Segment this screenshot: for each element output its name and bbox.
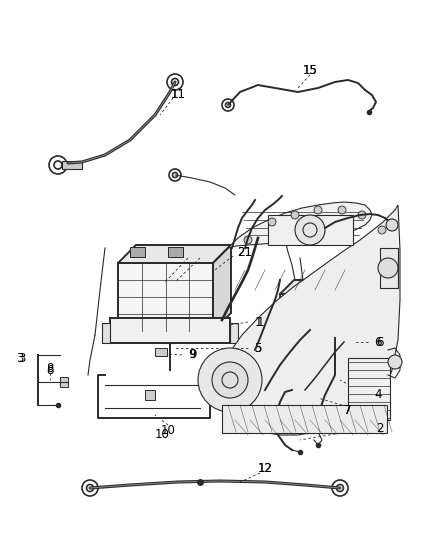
Bar — [62, 161, 82, 169]
Text: 15: 15 — [303, 63, 318, 77]
Bar — [118, 263, 213, 331]
Polygon shape — [218, 205, 400, 435]
Text: 12: 12 — [258, 462, 272, 474]
Bar — [268, 215, 353, 245]
Text: 8: 8 — [46, 361, 54, 375]
Circle shape — [268, 218, 276, 226]
Bar — [230, 323, 238, 343]
Text: 21: 21 — [237, 246, 252, 259]
Text: 21: 21 — [237, 246, 252, 259]
Bar — [155, 348, 167, 356]
Circle shape — [295, 215, 325, 245]
Text: 3: 3 — [18, 351, 26, 365]
Text: 11: 11 — [170, 88, 186, 101]
Circle shape — [314, 206, 322, 214]
Text: 5: 5 — [254, 342, 261, 354]
Text: 10: 10 — [155, 429, 170, 441]
Text: 4: 4 — [374, 389, 382, 401]
Circle shape — [198, 348, 262, 412]
Bar — [222, 405, 387, 433]
Text: 6: 6 — [374, 335, 382, 349]
Bar — [130, 247, 145, 257]
Text: 7: 7 — [344, 403, 352, 416]
Polygon shape — [280, 280, 369, 294]
Text: 5: 5 — [254, 342, 261, 354]
Text: 4: 4 — [374, 389, 382, 401]
Text: 3: 3 — [16, 351, 24, 365]
Bar — [102, 323, 110, 343]
Text: 9: 9 — [189, 348, 197, 360]
Bar — [380, 248, 398, 288]
Bar — [348, 358, 390, 420]
Text: 1: 1 — [254, 316, 262, 328]
Text: 2: 2 — [376, 422, 384, 434]
Text: 1: 1 — [256, 316, 264, 328]
Text: 15: 15 — [303, 63, 318, 77]
Polygon shape — [228, 202, 372, 248]
Circle shape — [212, 362, 248, 398]
Bar — [110, 318, 230, 343]
Circle shape — [378, 226, 386, 234]
Bar — [168, 247, 183, 257]
Text: 12: 12 — [258, 462, 272, 474]
Bar — [60, 377, 68, 387]
Circle shape — [244, 236, 252, 244]
Circle shape — [386, 219, 398, 231]
Text: 9: 9 — [188, 349, 196, 361]
Circle shape — [378, 258, 398, 278]
Text: 11: 11 — [170, 88, 186, 101]
Polygon shape — [213, 245, 231, 331]
Circle shape — [291, 211, 299, 219]
Bar — [280, 294, 355, 354]
Text: 2: 2 — [376, 422, 384, 434]
Circle shape — [358, 211, 366, 219]
Circle shape — [338, 206, 346, 214]
Polygon shape — [118, 245, 231, 263]
Circle shape — [388, 355, 402, 369]
Text: 10: 10 — [161, 424, 176, 437]
Text: 6: 6 — [376, 335, 384, 349]
Text: 7: 7 — [344, 403, 352, 416]
Text: 8: 8 — [46, 364, 54, 376]
Bar — [145, 390, 155, 400]
Polygon shape — [355, 280, 369, 354]
